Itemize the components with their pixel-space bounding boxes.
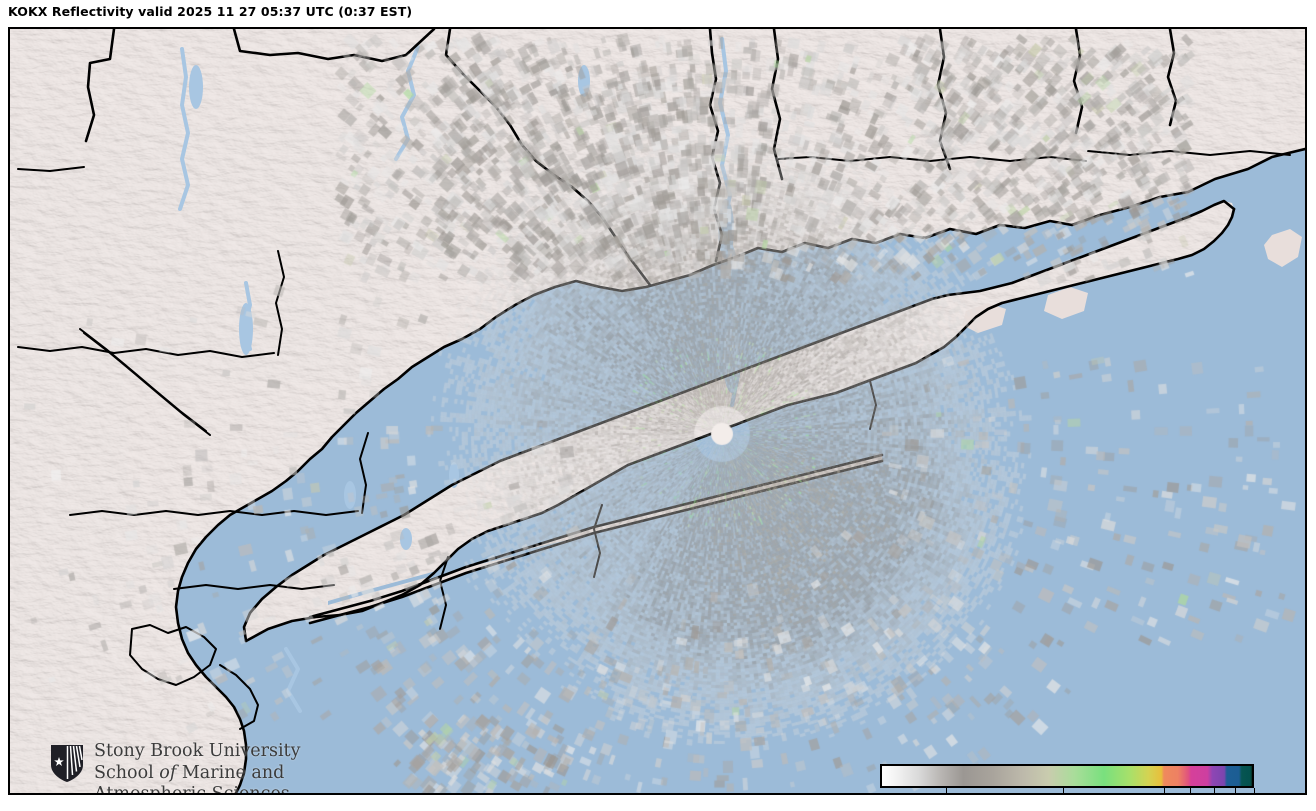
colorbar-tick-label: 60 — [1206, 792, 1223, 793]
logo-text: Stony Brook University School of Marine … — [94, 741, 354, 793]
colorbar-tick — [1164, 788, 1166, 793]
colorbar-gradient — [882, 766, 1252, 786]
shield-icon — [51, 745, 83, 782]
logo-line-3: Atmospheric Sciences — [94, 784, 354, 793]
sbu-logo: Stony Brook University School of Marine … — [50, 741, 350, 793]
colorbar-tick — [1063, 788, 1065, 793]
colorbar-tick-label: 80 — [1246, 792, 1263, 793]
colorbar-tick — [1254, 788, 1255, 793]
colorbar-tick-label: 50 — [1181, 792, 1198, 793]
colorbar-tick — [1235, 788, 1237, 793]
logo-line-2: School of Marine and — [94, 763, 354, 785]
logo-line-2-b: Marine and — [176, 762, 285, 783]
colorbar-tick — [1189, 788, 1191, 793]
map-canvas-area[interactable]: 0 20 40 50 60 7080 Stony Brook University — [10, 29, 1305, 793]
colorbar-tick-label: 40 — [1156, 792, 1173, 793]
colorbar-tick-label: 0 — [942, 792, 950, 793]
colorbar-tick-label: 20 — [1055, 792, 1072, 793]
colorbar-gradient-box — [880, 764, 1254, 788]
logo-line-2-italic: of — [159, 762, 177, 783]
logo-line-2-a: School — [94, 762, 160, 783]
logo-line-1: Stony Brook University — [94, 741, 301, 761]
colorbar-tick-label: 70 — [1227, 792, 1244, 793]
ground-clutter-layer — [10, 29, 1305, 793]
colorbar[interactable]: 0 20 40 50 60 7080 — [874, 762, 1263, 793]
colorbar-tick — [945, 788, 947, 793]
page-title: KOKX Reflectivity valid 2025 11 27 05:37… — [8, 4, 413, 19]
map-frame[interactable]: 0 20 40 50 60 7080 Stony Brook University — [8, 27, 1307, 795]
colorbar-tick — [1213, 788, 1215, 793]
